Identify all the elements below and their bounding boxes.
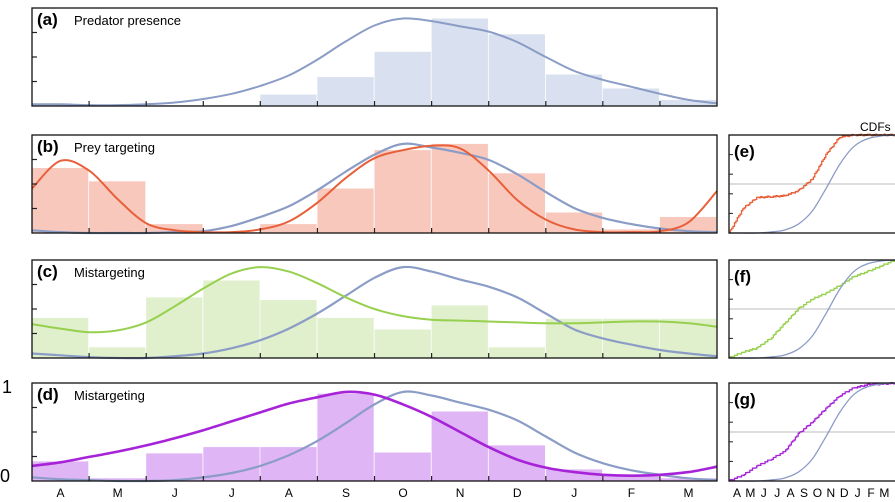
panel-letter-g: (g) bbox=[734, 390, 756, 409]
cdf-xtick-label-9: J bbox=[855, 486, 861, 500]
ytick-label-0: 0 bbox=[0, 466, 10, 486]
cdf-frame-e bbox=[728, 134, 895, 234]
xtick-label-6: O bbox=[398, 486, 407, 500]
cdf-frame-g bbox=[728, 382, 895, 482]
cdf-xtick-label-11: M bbox=[879, 486, 889, 500]
bar-a-10 bbox=[602, 88, 660, 106]
bar-b-8 bbox=[488, 173, 545, 233]
cdf-xtick-label-8: D bbox=[840, 486, 849, 500]
bar-a-4 bbox=[260, 94, 317, 106]
panel-title-b: Prey targeting bbox=[74, 140, 155, 155]
panel-letter-f: (f) bbox=[734, 267, 751, 286]
bar-d-0 bbox=[32, 461, 89, 481]
bar-d-2 bbox=[146, 453, 203, 481]
bar-d-6 bbox=[374, 452, 431, 481]
bar-a-7 bbox=[431, 18, 488, 106]
cdf-frame-f bbox=[728, 259, 895, 359]
panel-f: (f) bbox=[728, 259, 895, 359]
xtick-label-11: M bbox=[684, 486, 694, 500]
xtick-label-4: A bbox=[285, 486, 293, 500]
bar-b-2 bbox=[146, 224, 203, 233]
bar-b-4 bbox=[260, 224, 317, 233]
cdf-xtick-label-5: S bbox=[800, 486, 808, 500]
cdf-xtick-label-6: O bbox=[813, 486, 822, 500]
frame-d bbox=[31, 382, 718, 482]
cdf-xtick-label-10: F bbox=[867, 486, 874, 500]
bar-c-1 bbox=[89, 347, 146, 358]
panel-c: (c) Mistargeting bbox=[31, 259, 718, 360]
bar-a-9 bbox=[545, 74, 603, 106]
panel-letter-e: (e) bbox=[734, 142, 755, 161]
panel-letter-c: (c) bbox=[37, 262, 58, 281]
cdf-xtick-label-4: A bbox=[787, 486, 795, 500]
bar-c-10 bbox=[602, 318, 660, 358]
bar-c-0 bbox=[32, 317, 89, 358]
xtick-label-5: S bbox=[342, 486, 350, 500]
cdf-xtick-label-1: M bbox=[745, 486, 755, 500]
panel-e: (e) CDFs bbox=[728, 120, 895, 234]
panel-a: (a) Predator presence bbox=[31, 7, 718, 107]
bar-b-1 bbox=[89, 181, 146, 233]
cdf-xtick-label-0: A bbox=[733, 486, 741, 500]
bar-a-11 bbox=[659, 99, 717, 106]
bar-c-7 bbox=[431, 305, 488, 358]
xtick-label-7: N bbox=[456, 486, 465, 500]
bar-c-8 bbox=[488, 347, 545, 358]
xtick-label-2: J bbox=[172, 486, 178, 500]
xtick-label-8: D bbox=[513, 486, 522, 500]
xtick-label-3: J bbox=[229, 486, 235, 500]
density-line-d bbox=[31, 390, 718, 478]
bar-b-6 bbox=[374, 150, 431, 233]
cdf-xtick-label-7: N bbox=[826, 486, 835, 500]
cdfs-header: CDFs bbox=[860, 120, 891, 134]
density-line-c bbox=[31, 266, 718, 334]
panel-b: (b) Prey targeting bbox=[31, 134, 718, 235]
bar-a-5 bbox=[317, 77, 374, 106]
bar-d-5 bbox=[317, 393, 374, 481]
bar-d-10 bbox=[602, 475, 660, 481]
xtick-label-1: M bbox=[113, 486, 123, 500]
panel-title-c: Mistargeting bbox=[74, 265, 145, 280]
panel-letter-a: (a) bbox=[37, 10, 58, 29]
bar-d-9 bbox=[545, 469, 603, 481]
cdf-xtick-label-2: J bbox=[761, 486, 767, 500]
xtick-label-10: F bbox=[628, 486, 635, 500]
xtick-label-0: A bbox=[56, 486, 64, 500]
panel-letter-d: (d) bbox=[37, 385, 59, 404]
bar-d-11 bbox=[659, 478, 717, 481]
bar-a-6 bbox=[374, 51, 431, 106]
cdf-xtick-label-3: J bbox=[774, 486, 780, 500]
bar-b-7 bbox=[431, 143, 488, 233]
panel-title-d: Mistargeting bbox=[74, 388, 145, 403]
panel-letter-b: (b) bbox=[37, 137, 59, 156]
ytick-label-1: 1 bbox=[2, 377, 12, 397]
bar-d-4 bbox=[260, 447, 317, 481]
panel-title-a: Predator presence bbox=[74, 13, 181, 28]
bar-c-5 bbox=[317, 317, 374, 358]
panel-d: (d) Mistargeting 0 1 A M J J A S O N D J F M bbox=[0, 377, 718, 500]
bar-c-3 bbox=[203, 280, 260, 358]
cdf-line-g-0 bbox=[729, 381, 895, 482]
xtick-label-9: J bbox=[571, 486, 577, 500]
bar-a-8 bbox=[488, 34, 545, 106]
bar-b-9 bbox=[545, 212, 603, 233]
frame-c bbox=[31, 259, 718, 359]
frame-a bbox=[31, 7, 718, 107]
bar-d-1 bbox=[89, 478, 146, 481]
frame-b bbox=[31, 134, 718, 234]
cdf-line-f-0 bbox=[729, 259, 895, 359]
bar-c-6 bbox=[374, 329, 431, 358]
panel-g: (g)A M J J A S O N D J F M bbox=[728, 381, 895, 500]
bar-c-9 bbox=[545, 318, 603, 358]
